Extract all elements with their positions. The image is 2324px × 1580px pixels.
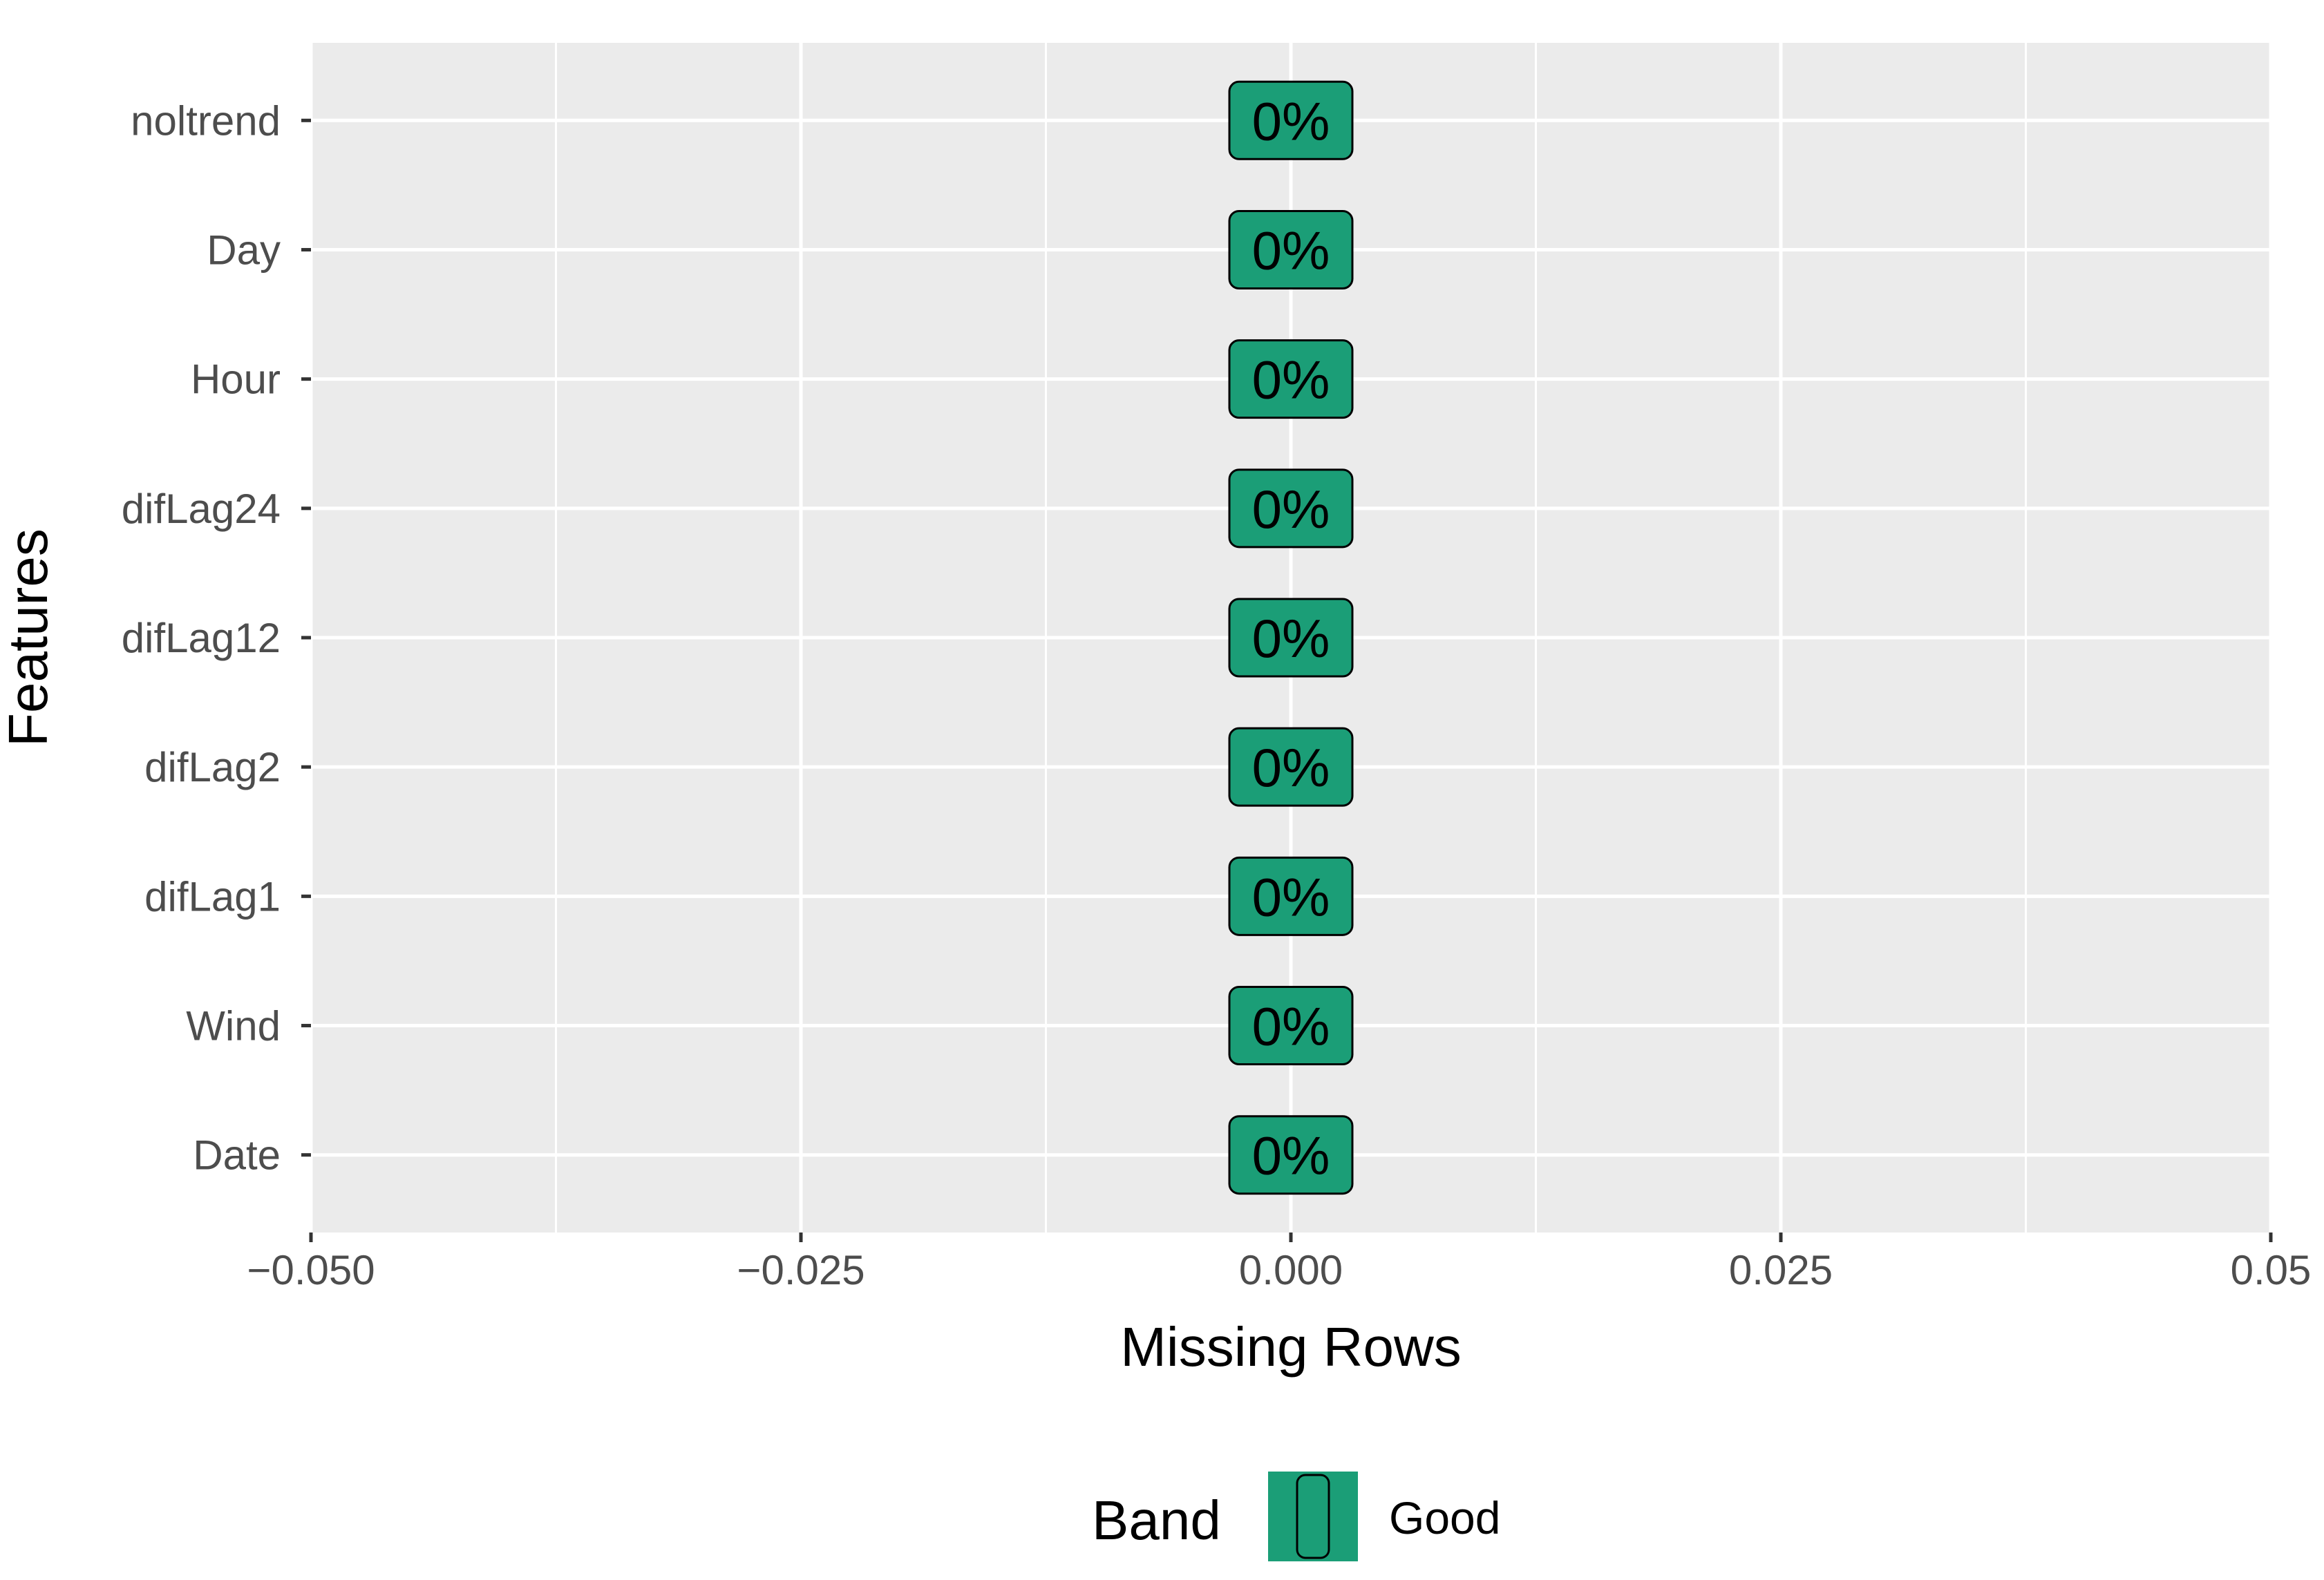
bar-labels-layer: 0% 0% 0% 0% 0% 0% 0% 0% 0% — [1228, 80, 1354, 1195]
bar-label: 0% — [1228, 727, 1354, 807]
bar-label-box — [1228, 209, 1354, 289]
bar-label-box — [1228, 727, 1354, 807]
bar-label: 0% — [1228, 209, 1354, 289]
x-tick-label: 0.05 — [2231, 1247, 2312, 1293]
y-tick-label: difLag1 — [144, 873, 281, 920]
y-tick-label: difLag2 — [144, 744, 281, 790]
bar-label: 0% — [1228, 339, 1354, 419]
bar-label-box — [1228, 468, 1354, 549]
y-tick-label: difLag12 — [122, 615, 281, 661]
y-tick-label: Date — [193, 1132, 281, 1179]
y-axis-title: Features — [0, 529, 59, 747]
bar-label-box — [1228, 80, 1354, 160]
bar-label: 0% — [1228, 986, 1354, 1066]
legend-label: Good — [1389, 1492, 1500, 1543]
legend-key-box — [1296, 1474, 1330, 1559]
x-tick-label: −0.050 — [247, 1247, 375, 1293]
x-axis: −0.050 −0.025 0.000 0.025 0.05 — [247, 1232, 2311, 1293]
x-tick-label: 0.025 — [1729, 1247, 1833, 1293]
bar-label: 0% — [1228, 598, 1354, 678]
bar-label-box — [1228, 856, 1354, 936]
x-tick-label: −0.025 — [737, 1247, 865, 1293]
bar-label: 0% — [1228, 856, 1354, 936]
bar-label-text: 0% — [1252, 1125, 1330, 1186]
y-tick-label: noltrend — [131, 97, 281, 144]
bar-label-text: 0% — [1252, 608, 1330, 669]
bar-label-text: 0% — [1252, 350, 1330, 410]
x-axis-title: Missing Rows — [1120, 1316, 1461, 1378]
bar-label: 0% — [1228, 1115, 1354, 1195]
y-tick-label: Hour — [191, 356, 281, 403]
bar-label-text: 0% — [1252, 220, 1330, 280]
legend: Band Good — [1092, 1472, 1500, 1561]
y-tick-label: Day — [207, 227, 281, 273]
bar-label-text: 0% — [1252, 91, 1330, 151]
y-tick-label: Wind — [186, 1003, 281, 1049]
y-axis: noltrend Day Hour difLag24 difLag12 difLag2 di… — [122, 97, 311, 1179]
bar-label: 0% — [1228, 80, 1354, 160]
bar-label-text: 0% — [1252, 737, 1330, 798]
legend-title: Band — [1092, 1489, 1221, 1551]
bar-label-text: 0% — [1252, 866, 1330, 927]
bar-label-box — [1228, 986, 1354, 1066]
bar-label-box — [1228, 1115, 1354, 1195]
bar-label-text: 0% — [1252, 996, 1330, 1057]
x-tick-label: 0.000 — [1239, 1247, 1343, 1293]
bar-label: 0% — [1228, 468, 1354, 549]
y-tick-label: difLag24 — [122, 486, 281, 532]
bar-label-box — [1228, 339, 1354, 419]
bar-label-box — [1228, 598, 1354, 678]
bar-label-text: 0% — [1252, 479, 1330, 540]
